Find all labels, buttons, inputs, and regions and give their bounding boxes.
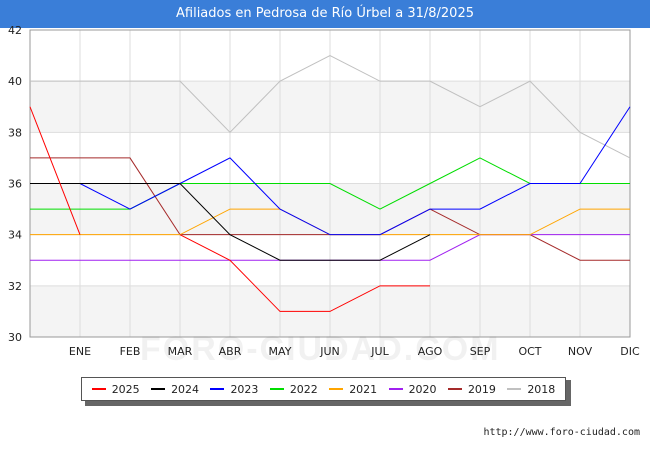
legend-item-2025: 2025 bbox=[91, 382, 140, 396]
legend-swatch bbox=[91, 388, 106, 390]
series-line-2025 bbox=[29, 106, 81, 235]
x-tick-label: ABR bbox=[219, 345, 242, 358]
legend: 2025 2024 2023 2022 2021 2020 2019 2018 bbox=[81, 377, 566, 401]
legend-swatch bbox=[507, 388, 522, 390]
legend-label: 2018 bbox=[527, 382, 556, 396]
x-tick-label: DIC bbox=[620, 345, 640, 358]
legend-item-2023: 2023 bbox=[210, 383, 258, 396]
x-tick-label: MAY bbox=[269, 345, 292, 358]
legend-label: 2020 bbox=[408, 382, 437, 396]
y-tick-label: 32 bbox=[8, 280, 22, 293]
chart-title: Afiliados en Pedrosa de Río Úrbel a 31/8… bbox=[0, 0, 650, 28]
legend-swatch bbox=[210, 388, 225, 390]
legend-label: 2022 bbox=[289, 382, 318, 396]
legend-swatch bbox=[269, 388, 284, 390]
series-line-2018 bbox=[30, 55, 631, 159]
legend-item-2020: 2020 bbox=[388, 382, 437, 396]
legend-item-2019: 2019 bbox=[447, 382, 496, 396]
series-line-2024 bbox=[30, 183, 431, 261]
x-tick-label: ENE bbox=[69, 345, 91, 358]
y-tick-label: 34 bbox=[8, 229, 22, 242]
legend-label: 2025 bbox=[111, 382, 140, 396]
legend-item-2022: 2022 bbox=[269, 382, 318, 396]
legend-label: 2024 bbox=[171, 382, 200, 396]
x-tick-label: FEB bbox=[120, 345, 141, 358]
source-url[interactable]: http://www.foro-ciudad.com bbox=[483, 427, 640, 438]
x-tick-label: OCT bbox=[518, 345, 541, 358]
y-tick-label: 30 bbox=[8, 331, 22, 344]
legend-swatch bbox=[447, 388, 462, 390]
watermark: FORO-CIUDAD.COM bbox=[140, 330, 501, 368]
x-tick-label: SEP bbox=[470, 345, 491, 358]
legend-swatch bbox=[329, 388, 344, 390]
x-tick-label: AGO bbox=[418, 345, 443, 358]
x-tick-label: JUL bbox=[370, 345, 389, 358]
x-tick-label: JUN bbox=[319, 345, 340, 358]
y-tick-label: 40 bbox=[8, 75, 22, 88]
y-tick-label: 36 bbox=[8, 178, 22, 191]
y-tick-label: 42 bbox=[8, 24, 22, 37]
legend-item-2024: 2024 bbox=[151, 383, 199, 396]
x-tick-label: MAR bbox=[168, 345, 193, 358]
legend-label: 2019 bbox=[467, 382, 496, 396]
series-line-2023 bbox=[30, 106, 631, 236]
legend-swatch bbox=[388, 388, 403, 390]
series-line-2025 bbox=[179, 234, 430, 312]
legend-item-2021: 2021 bbox=[329, 383, 377, 396]
x-tick-label: NOV bbox=[568, 345, 593, 358]
legend-item-2018: 2018 bbox=[507, 383, 555, 396]
legend-label: 2023 bbox=[230, 382, 259, 396]
legend-swatch bbox=[151, 388, 166, 390]
y-tick-label: 38 bbox=[8, 126, 22, 139]
legend-label: 2021 bbox=[349, 382, 378, 396]
